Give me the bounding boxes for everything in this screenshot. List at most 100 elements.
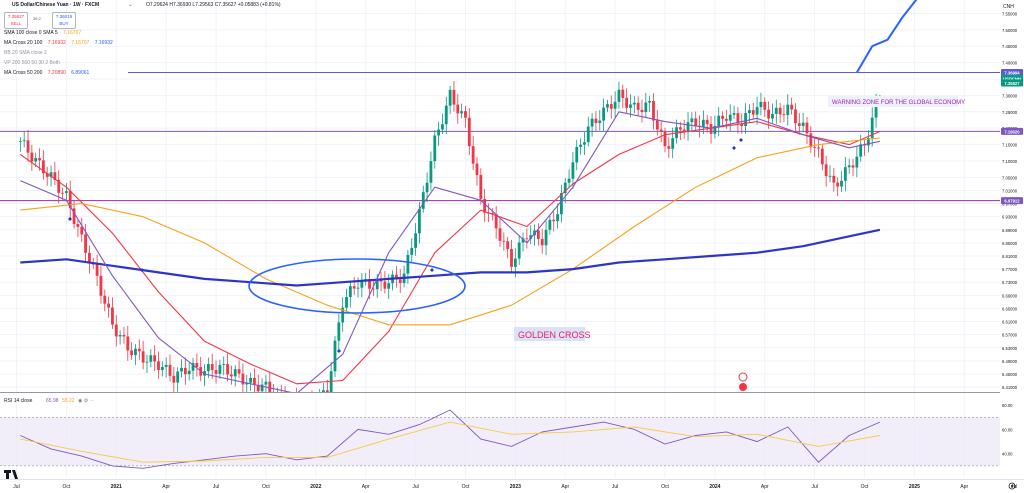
candle-body: [153, 355, 157, 362]
candle-body: [226, 364, 229, 375]
time-tick-label: Jul: [412, 484, 418, 490]
candle-body: [820, 148, 824, 165]
candle-body: [130, 350, 134, 356]
price-badge: 6.97912: [1001, 197, 1023, 205]
candle-body: [253, 377, 256, 385]
candle-body: [210, 363, 214, 371]
candle-body: [276, 393, 279, 399]
candle-body: [744, 113, 747, 127]
cross-marker: [739, 138, 743, 142]
candle-body: [809, 133, 813, 148]
consolidation-ellipse: [248, 258, 466, 314]
price-badge-label: 7.36994: [1004, 70, 1020, 75]
candle-body: [272, 393, 275, 398]
price-badge-label: 6.97912: [1004, 199, 1020, 204]
candle-body: [613, 101, 617, 109]
candle-body: [371, 288, 375, 290]
candle-body: [859, 144, 863, 157]
rsi-tick-label: 80.00: [1002, 403, 1013, 408]
spread-value: 39.2: [33, 16, 41, 21]
series-line-ma-100: [20, 137, 880, 326]
price-tick-label: 7.25000: [1002, 110, 1018, 115]
header-menu-icon[interactable]: ⌄: [128, 2, 134, 8]
price-badge-box: [1001, 79, 1023, 87]
candle-body: [45, 173, 49, 177]
candle-body: [774, 107, 778, 114]
indicator-row[interactable]: MA Cross 20 100 7.16932 7.16707 7.16932: [4, 38, 117, 48]
candle-body: [510, 249, 513, 267]
candle-body: [421, 192, 425, 209]
buy-button[interactable]: 7.36019 BUY: [52, 12, 76, 29]
candle-body: [206, 363, 210, 372]
price-tick-label: 6.93000: [1002, 215, 1018, 220]
candle-body: [437, 129, 441, 136]
price-tick-label: 6.89000: [1002, 228, 1018, 233]
indicator-value: 6.89061: [71, 70, 90, 76]
rsi-tick-label: 60.00: [1002, 427, 1013, 432]
candle-body: [303, 404, 306, 410]
indicator-row[interactable]: MA Cross 50 200 7.20890 6.89061: [4, 68, 93, 78]
candle-body: [61, 192, 64, 194]
candle-body: [237, 369, 241, 374]
rsi-line-rsi-ma: [20, 421, 880, 463]
time-axis-settings-icon[interactable]: [1008, 482, 1016, 490]
candle-body: [72, 208, 76, 225]
candle-body: [682, 129, 686, 133]
candle-body: [594, 118, 598, 123]
candle-body: [663, 131, 667, 147]
candle-body: [797, 123, 801, 126]
candle-body: [824, 164, 828, 177]
indicator-value: 7.16707: [71, 40, 90, 46]
candle-body: [368, 279, 371, 289]
grid: [0, 0, 1015, 478]
candle-body: [414, 233, 417, 248]
price-tick-label: 6.45000: [1002, 372, 1018, 377]
candle-body: [387, 283, 391, 289]
buy-price: 7.36019: [55, 14, 73, 19]
rsi-pane: [0, 409, 1000, 469]
time-tick-label: 2024: [709, 484, 720, 490]
indicator-row[interactable]: BB 20 SMA close 2: [4, 48, 51, 58]
candle-body: [548, 219, 552, 230]
candle-body: [790, 104, 794, 110]
candle-body: [268, 381, 272, 392]
candle-body: [540, 238, 544, 246]
candle-body: [398, 279, 402, 284]
candle-body: [556, 214, 559, 222]
indicator-row[interactable]: SMA 100 close 0 SMA 5 7.16707: [4, 28, 85, 38]
candle-body: [49, 172, 53, 177]
indicator-label: MA Cross 50 200: [4, 70, 43, 76]
indicator-row[interactable]: VP 200 500 50 30 2 Both: [4, 58, 64, 68]
candlesticks: [18, 80, 882, 410]
candle-body: [229, 374, 233, 377]
candle-body: [801, 122, 805, 126]
candle-body: [694, 118, 698, 126]
indicator-label: VP 200 500 50 30 2 Both: [4, 60, 60, 66]
candle-body: [563, 182, 567, 194]
time-tick-label: Jul: [1011, 484, 1017, 490]
candle-body: [295, 397, 298, 403]
candle-body: [76, 224, 80, 227]
candle-body: [709, 124, 713, 134]
candle-body: [721, 115, 724, 119]
candle-body: [606, 104, 609, 108]
candle-body: [874, 102, 878, 118]
price-tick-label: 7.40000: [1002, 61, 1018, 66]
candle-body: [805, 122, 809, 134]
indicator-label: BB 20 SMA close 2: [4, 50, 47, 56]
indicator-value: 7.16932: [94, 40, 113, 46]
price-badge: 7.36994: [1001, 68, 1023, 76]
indicator-value: 7.16707: [63, 30, 82, 36]
rsi-visibility-icon[interactable]: ◉ ⚙ ⋯: [78, 398, 95, 404]
candle-body: [41, 160, 45, 174]
candle-body: [632, 102, 636, 105]
rsi-tick-label: 40.00: [1002, 452, 1013, 457]
candle-body: [53, 172, 57, 180]
candle-body: [256, 384, 260, 392]
candle-body: [444, 105, 448, 125]
candle-body: [644, 102, 648, 113]
candle-body: [778, 107, 782, 115]
sell-button[interactable]: 7.35627 SELL: [4, 12, 28, 29]
candle-body: [655, 120, 659, 130]
candle-body: [68, 191, 72, 209]
